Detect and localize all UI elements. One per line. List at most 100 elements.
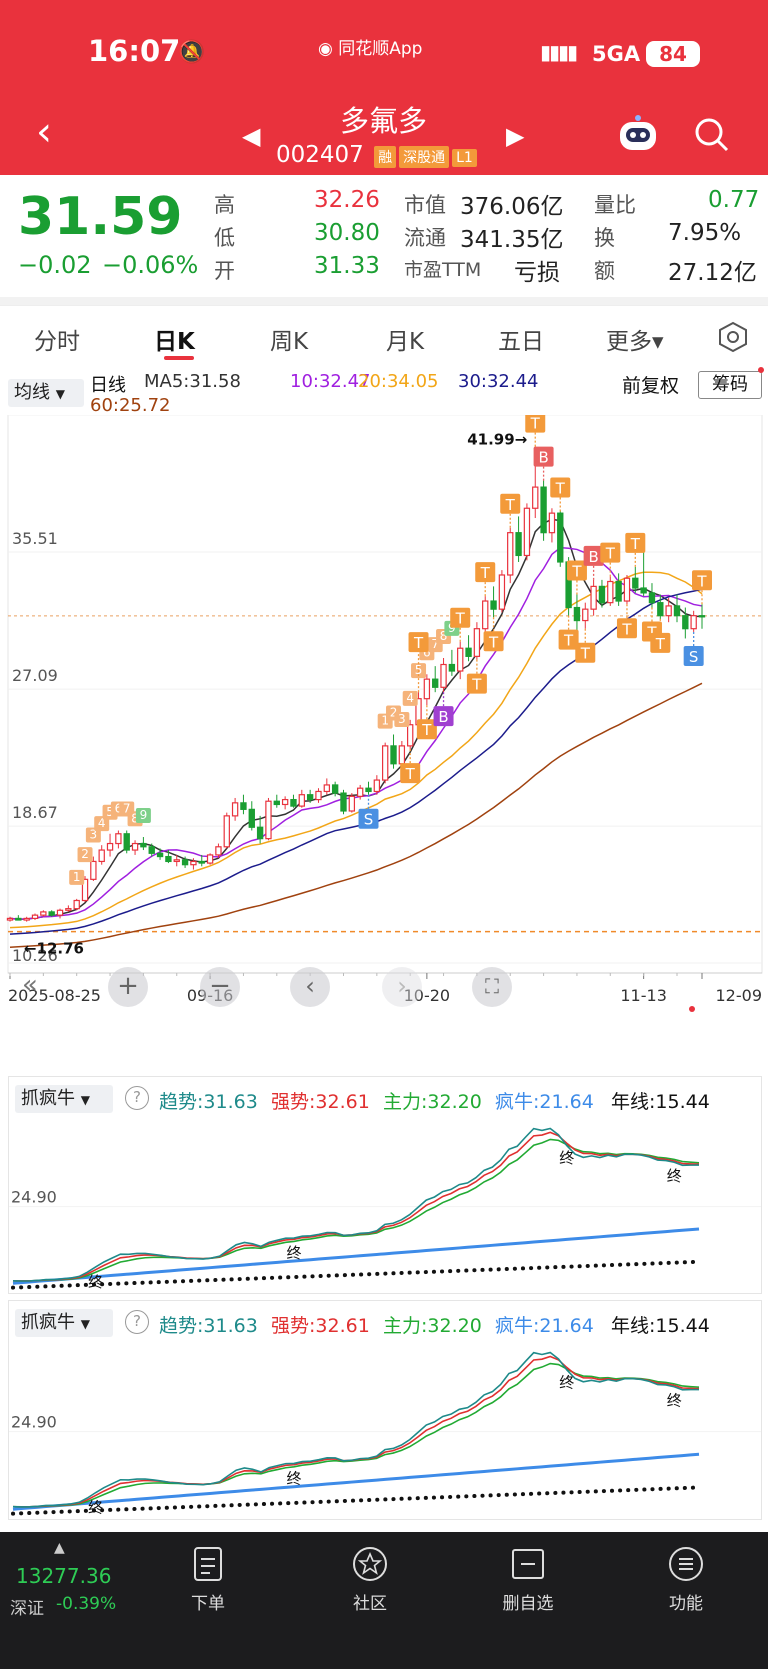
candle xyxy=(381,742,389,784)
signal-badge: S xyxy=(683,631,704,666)
tag-connect: 深股通 xyxy=(399,146,450,168)
zoom-in-button[interactable]: + xyxy=(108,967,148,1007)
zoom-out-button[interactable]: − xyxy=(200,967,240,1007)
period-tabs: 分时 日K 周K 月K 五日 更多▾ xyxy=(0,305,768,365)
nav-functions[interactable]: 功能 xyxy=(626,1532,746,1614)
signal-box xyxy=(500,493,521,514)
indicator-selector[interactable]: 抓疯牛 ▼ xyxy=(15,1309,113,1337)
candle-body xyxy=(315,790,322,801)
signal-label: T xyxy=(655,635,666,653)
signal-box xyxy=(550,477,571,498)
signal-badge: 2 xyxy=(77,847,93,863)
search-icon[interactable] xyxy=(693,116,731,154)
indicator-selector[interactable]: 抓疯牛 ▼ xyxy=(15,1085,113,1113)
chips-button[interactable]: 筹码 xyxy=(698,371,762,399)
ma5-line xyxy=(9,518,703,920)
prev-candle-button[interactable]: ‹ xyxy=(290,967,330,1007)
candle xyxy=(231,797,239,821)
tab-weekly-k[interactable]: 周K xyxy=(270,329,309,355)
candle xyxy=(123,830,130,854)
candle xyxy=(15,915,22,921)
candle-body xyxy=(90,860,97,880)
signal-label: T xyxy=(646,624,657,642)
candle xyxy=(256,815,264,844)
signal-box xyxy=(533,446,554,467)
nav-remove-watchlist[interactable]: 删自选 xyxy=(468,1532,588,1614)
tab-daily-k[interactable]: 日K xyxy=(154,329,195,355)
tab-more[interactable]: 更多▾ xyxy=(606,329,664,355)
app-label: ◉ 同花顺App xyxy=(318,34,422,59)
candle xyxy=(40,910,47,917)
signal-badge: T xyxy=(650,618,671,653)
tab-monthly-k[interactable]: 月K xyxy=(386,329,425,355)
signal-label: T xyxy=(580,645,591,663)
signal-label: 9 xyxy=(448,621,456,635)
fullscreen-button[interactable]: ⛶ xyxy=(472,967,512,1007)
scroll-left-button[interactable]: « xyxy=(22,970,38,1000)
candle-body xyxy=(473,628,481,657)
candle-body xyxy=(31,914,39,920)
candle-body xyxy=(115,833,122,845)
tab-intraday[interactable]: 分时 xyxy=(34,329,80,355)
nav-community-label: 社区 xyxy=(353,1594,387,1614)
signal-box xyxy=(583,545,604,566)
candle-body xyxy=(582,608,589,622)
signal-label: T xyxy=(405,765,416,783)
ma-legend: 均线 ▼ 日线 MA5:31.58 10:32.47 20:34.05 30:3… xyxy=(0,365,768,416)
candle-body xyxy=(298,794,305,807)
candle xyxy=(148,843,155,857)
candle xyxy=(598,579,606,608)
adjust-button[interactable]: 前复权 xyxy=(622,375,680,397)
signal-badge: T xyxy=(575,628,596,663)
ma10-value: 10:32.47 xyxy=(290,371,371,392)
back-icon[interactable]: ‹ xyxy=(36,109,52,155)
candle-body xyxy=(181,859,189,866)
candle-body xyxy=(523,507,531,557)
prev-stock-icon[interactable]: ◀ xyxy=(242,122,261,150)
index-ticker[interactable]: ▲ 13277.36 深证 -0.39% xyxy=(10,1540,150,1650)
tab-five-day[interactable]: 五日 xyxy=(498,329,544,355)
y-tick-label: 10.26 xyxy=(12,946,58,965)
help-icon[interactable]: ? xyxy=(125,1086,149,1110)
next-stock-icon[interactable]: ▶ xyxy=(506,122,525,150)
stock-code: 002407 xyxy=(276,142,364,168)
help-icon[interactable]: ? xyxy=(125,1310,149,1334)
ma-selector-label: 均线 xyxy=(14,382,50,403)
candle xyxy=(65,905,72,912)
nav-order[interactable]: 下单 xyxy=(148,1532,268,1614)
signal-box xyxy=(408,632,429,653)
mktcap-value: 376.06亿 xyxy=(460,194,564,220)
amount-label: 额 xyxy=(594,259,615,283)
signal-badge: T xyxy=(558,615,579,650)
high-value: 32.26 xyxy=(314,187,380,213)
candle-body xyxy=(40,911,47,916)
signal-box xyxy=(402,690,418,706)
candle xyxy=(106,833,114,857)
candle xyxy=(465,635,472,662)
candle xyxy=(698,604,706,629)
signal-box xyxy=(616,618,637,639)
candle-body xyxy=(557,512,564,563)
candle-body xyxy=(98,849,105,863)
quote-panel: 31.59 −0.02 −0.06% 高 32.26 低 30.80 开 31.… xyxy=(0,175,768,297)
candle xyxy=(315,788,322,803)
top-header: 16:07 🔕 ◉ 同花顺App ▮▮▮▮ 5GA 84 ‹ ◀ 多氟多 002… xyxy=(0,0,768,175)
candle-body xyxy=(56,909,64,916)
candle-body xyxy=(206,854,214,864)
candle xyxy=(156,848,164,860)
signal-label: S xyxy=(364,811,374,829)
candle xyxy=(265,797,272,841)
signal-label: 4 xyxy=(406,691,414,705)
signal-label: T xyxy=(471,676,482,694)
main-line xyxy=(12,1138,700,1282)
y-tick-label: 24.90 xyxy=(11,1413,57,1432)
ma-selector[interactable]: 均线 ▼ xyxy=(8,379,84,407)
candle xyxy=(398,741,406,768)
order-icon xyxy=(194,1547,222,1581)
settings-hex-icon[interactable] xyxy=(716,320,750,354)
next-candle-button[interactable]: › xyxy=(382,967,422,1007)
robot-icon[interactable] xyxy=(616,114,660,154)
nav-community[interactable]: 社区 xyxy=(310,1532,430,1614)
